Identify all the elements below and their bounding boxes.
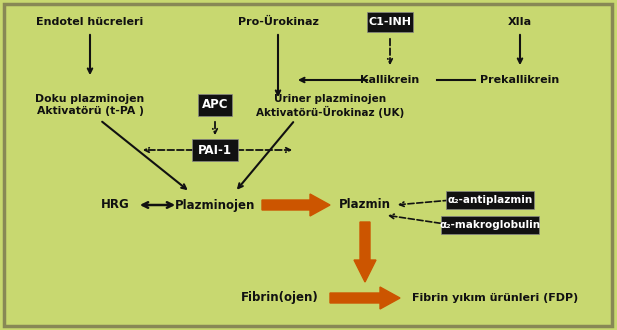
Text: PAI-1: PAI-1 [198, 144, 232, 156]
Text: Prekallikrein: Prekallikrein [481, 75, 560, 85]
Text: APC: APC [202, 98, 228, 112]
FancyBboxPatch shape [4, 4, 612, 326]
Text: Kallikrein: Kallikrein [360, 75, 420, 85]
Text: Doku plazminojen
Aktivatörü (t-PA ): Doku plazminojen Aktivatörü (t-PA ) [35, 94, 144, 116]
FancyArrow shape [354, 222, 376, 282]
Text: α₂-antiplazmin: α₂-antiplazmin [447, 195, 532, 205]
FancyArrow shape [330, 287, 400, 309]
Text: XIIa: XIIa [508, 17, 532, 27]
Text: Endotel hücreleri: Endotel hücreleri [36, 17, 144, 27]
FancyBboxPatch shape [366, 13, 413, 32]
FancyBboxPatch shape [192, 139, 238, 161]
FancyBboxPatch shape [198, 94, 232, 116]
Text: Üriner plazminojen
Aktivatörü-Ürokinaz (UK): Üriner plazminojen Aktivatörü-Ürokinaz (… [256, 92, 404, 118]
FancyBboxPatch shape [441, 216, 539, 234]
Text: α₂-makroglobulin: α₂-makroglobulin [439, 220, 540, 230]
Text: Fibrin yıkım ürünleri (FDP): Fibrin yıkım ürünleri (FDP) [412, 293, 578, 303]
FancyArrow shape [262, 194, 330, 216]
Text: HRG: HRG [101, 199, 130, 212]
Text: C1-INH: C1-INH [368, 17, 412, 27]
Text: Plazminojen: Plazminojen [175, 199, 255, 212]
Text: Pro-Ürokinaz: Pro-Ürokinaz [238, 17, 318, 27]
FancyBboxPatch shape [446, 191, 534, 209]
Text: Fibrin(ojen): Fibrin(ojen) [241, 291, 319, 305]
Text: Plazmin: Plazmin [339, 199, 391, 212]
